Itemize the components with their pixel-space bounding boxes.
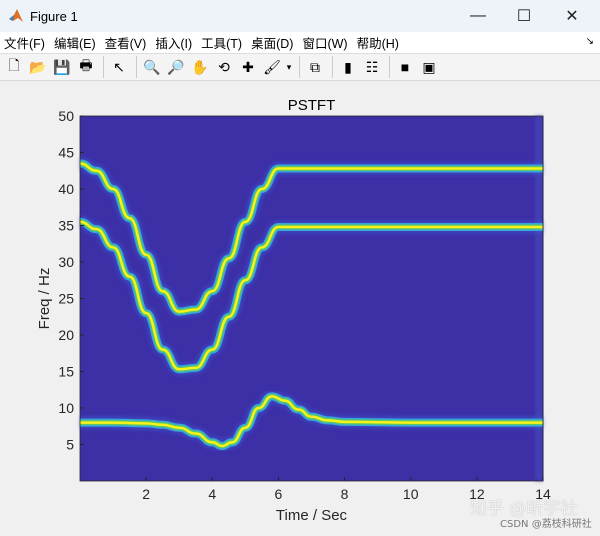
y-tick-label: 35 (58, 218, 74, 234)
pan-hand-icon[interactable]: ✋ (191, 58, 209, 75)
y-tick-label: 5 (66, 437, 74, 453)
x-tick-label: 14 (535, 486, 551, 502)
rotate-3d-icon[interactable]: ⟲ (218, 58, 230, 75)
y-axis-label: Freq / Hz (36, 268, 53, 330)
x-tick-label: 10 (403, 486, 419, 502)
y-tick-label: 20 (58, 327, 74, 343)
menu-item-0[interactable]: 文件(F) (4, 37, 45, 51)
series-2-ridge (80, 395, 543, 448)
x-axis-label: Time / Sec (276, 507, 348, 524)
show-plot-tools-icon[interactable]: ▣ (422, 58, 436, 75)
legend-icon[interactable]: ☷ (365, 58, 379, 75)
x-tick-label: 12 (469, 486, 485, 502)
menu-item-1[interactable]: 编辑(E) (53, 37, 96, 51)
data-cursor-icon[interactable]: ✚ (242, 58, 254, 75)
pointer-icon[interactable]: ↖ (113, 58, 125, 75)
minimize-button[interactable]: — (470, 7, 486, 24)
hide-plot-tools-icon[interactable]: ■ (400, 59, 410, 75)
y-tick-label: 45 (58, 145, 74, 161)
chart[interactable]: 2 4 6 8 10 12 14 5 10 15 20 25 30 35 40 45 50 PSTFT Time /… (0, 82, 600, 531)
menu-item-3[interactable]: 插入(I) (155, 37, 193, 51)
x-tick-label: 4 (208, 486, 216, 502)
colorbar-icon[interactable]: ▮ (344, 58, 352, 75)
toolbar-separator (332, 56, 333, 78)
toolbar-separator (103, 56, 104, 78)
menu-item-2[interactable]: 查看(V) (104, 37, 147, 51)
window-title: Figure 1 (30, 8, 78, 24)
figure-area: 2 4 6 8 10 12 14 5 10 15 20 25 30 35 40 45 50 PSTFT Time /… (0, 82, 600, 531)
menu-item-6[interactable]: 窗口(W) (302, 37, 348, 51)
series-0-ridge (79, 162, 543, 313)
open-file-icon[interactable]: 📂 (29, 58, 47, 75)
menu-item-7[interactable]: 帮助(H) (356, 37, 399, 51)
series-1-ridge (79, 220, 543, 371)
watermark-main: 知乎 @昕宇社 (470, 499, 578, 519)
brush-dropdown-icon[interactable]: ▾ (286, 61, 292, 72)
brush-icon[interactable]: 🖌 (263, 58, 281, 75)
y-tick-label: 10 (58, 400, 74, 416)
menu-bar: ↘ 文件(F) 编辑(E) 查看(V) 插入(I) 工具(T) 桌面(D) 窗口(W) 帮助(… (0, 32, 600, 53)
y-tick-label: 40 (58, 181, 74, 197)
watermark-sub: CSDN @荔枝科研社 (500, 519, 592, 530)
y-tick-label: 30 (58, 254, 74, 270)
x-tick-label: 2 (142, 486, 150, 502)
print-icon[interactable]: 🖶 (79, 57, 93, 73)
menu-item-5[interactable]: 桌面(D) (251, 37, 294, 51)
maximize-button[interactable]: ☐ (516, 8, 532, 25)
menu-item-4[interactable]: 工具(T) (201, 37, 243, 51)
x-tick-label: 6 (275, 486, 283, 502)
y-tick-label: 15 (58, 364, 74, 380)
close-button[interactable]: ✕ (565, 8, 579, 25)
title-bar: Figure 1 — ☐ ✕ (0, 0, 600, 32)
toolbar-separator (389, 56, 390, 78)
zoom-out-icon[interactable]: 🔎 (167, 58, 185, 75)
zoom-in-icon[interactable]: 🔍 (143, 58, 161, 75)
matlab-logo-icon (9, 9, 23, 22)
y-tick-label: 50 (58, 108, 74, 124)
x-tick-label: 8 (341, 486, 349, 502)
save-icon[interactable]: 💾 (53, 58, 71, 75)
toolbar-separator (299, 56, 300, 78)
edge-artifact (535, 116, 543, 481)
link-plot-icon[interactable]: ⧉ (310, 58, 320, 75)
chart-title: PSTFT (288, 97, 336, 114)
dock-arrow-icon[interactable]: ↘ (585, 36, 594, 47)
toolbar-separator (136, 56, 137, 78)
new-figure-icon[interactable]: 🗋 (8, 57, 20, 73)
toolbar: 🗋 📂 💾 🖶 ↖ 🔍 🔎 ✋ ⟲ ✚ 🖌 ▾ ⧉ ▮ ☷ ■ ▣ (0, 53, 600, 81)
y-tick-label: 25 (58, 291, 74, 307)
